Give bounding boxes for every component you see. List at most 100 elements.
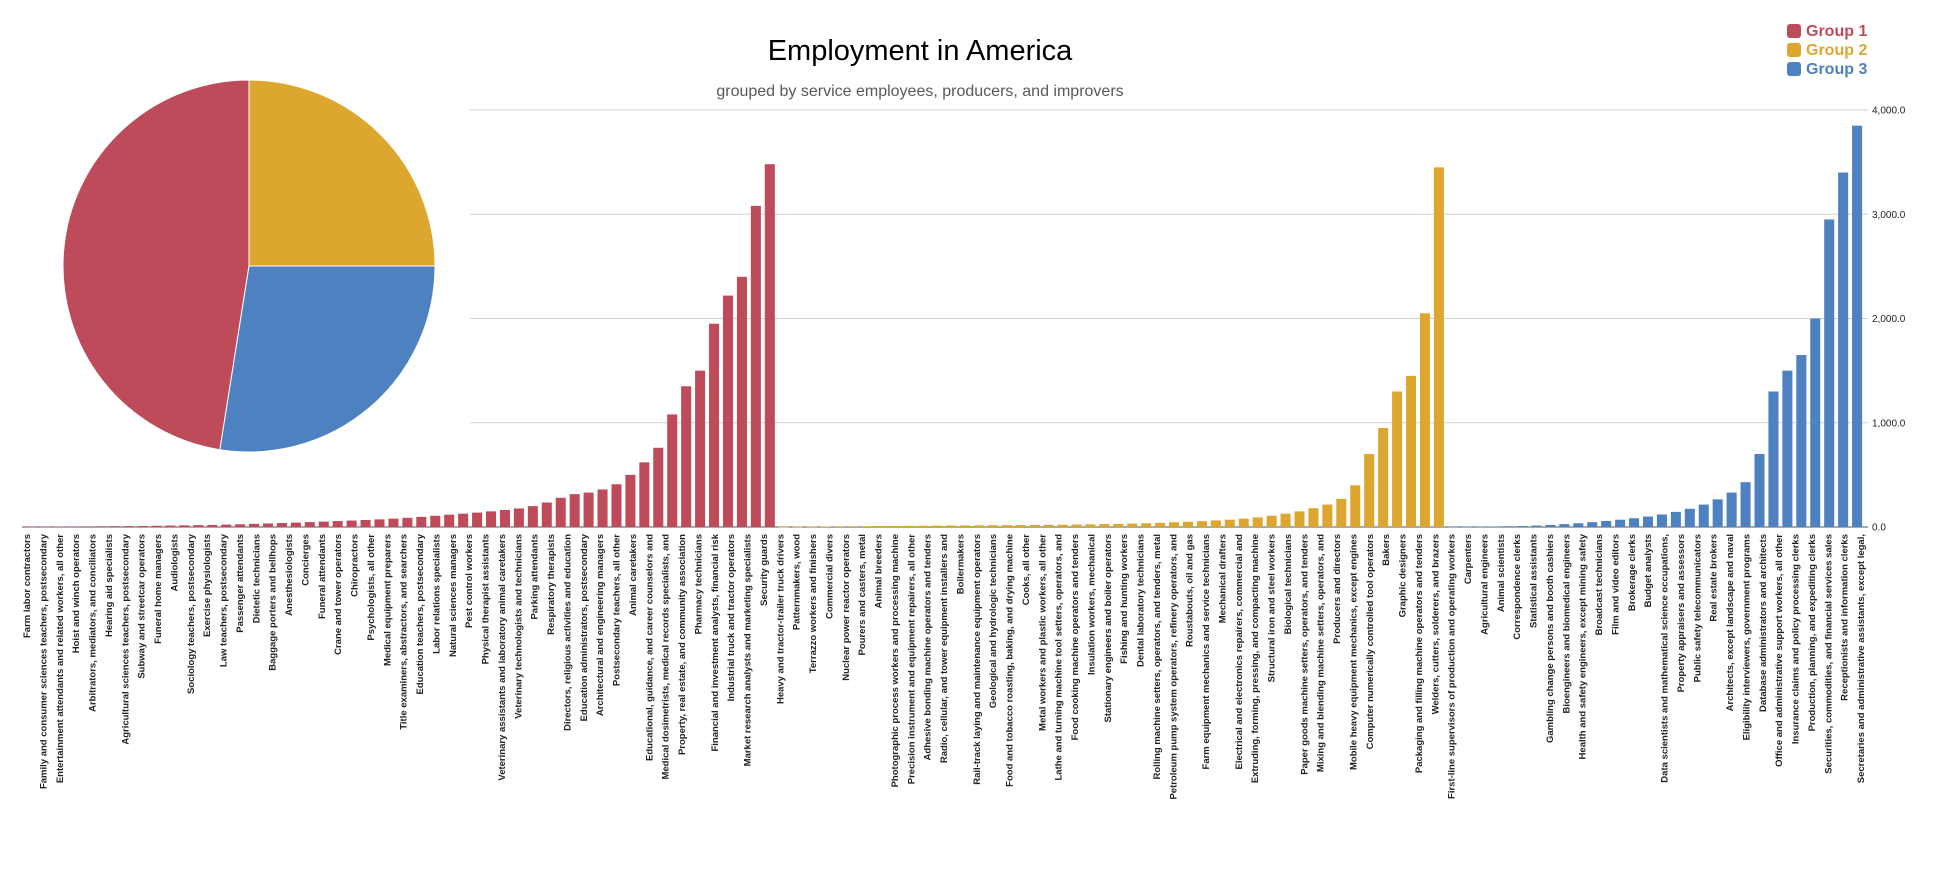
bar — [486, 511, 497, 527]
bar — [1057, 524, 1068, 527]
bar — [416, 516, 427, 527]
legend[interactable]: Group 1 Group 2 Group 3 — [1787, 23, 1867, 78]
bar — [764, 164, 775, 527]
bar — [583, 492, 594, 527]
x-tick-label: Secretaries and administrative assistant… — [1856, 534, 1867, 783]
bar — [1322, 504, 1333, 527]
bar — [820, 526, 831, 528]
x-tick-label: Securities, commodities, and financial s… — [1823, 534, 1834, 774]
bar — [1099, 524, 1110, 527]
x-tick-label: Receptionists and information clerks — [1840, 534, 1851, 701]
x-tick-label: Statistical assistants — [1529, 534, 1540, 628]
legend-label[interactable]: Group 2 — [1806, 42, 1867, 59]
bar — [95, 526, 106, 527]
bar — [1001, 525, 1012, 527]
bar — [1043, 524, 1054, 527]
x-tick-label: Mixing and blending machine setters, ope… — [1316, 534, 1327, 772]
bar-series — [26, 125, 1863, 528]
bar — [1182, 521, 1194, 527]
x-tick-label: Directors, religious activities and educ… — [562, 534, 573, 731]
bar — [527, 506, 538, 527]
bar — [1447, 526, 1458, 528]
x-tick-label: Market research analysts and marketing s… — [743, 534, 754, 766]
bar — [179, 525, 190, 527]
x-tick-label: Welders, cutters, solderers, and brazers — [1430, 534, 1441, 714]
bar — [1796, 354, 1807, 527]
x-tick-label: Structural iron and steel workers — [1267, 534, 1278, 682]
bar — [207, 524, 218, 527]
bar — [1615, 519, 1626, 527]
x-tick-label: Industrial truck and tractor operators — [726, 534, 737, 701]
bar — [848, 526, 859, 527]
pie-slice — [219, 265, 436, 453]
bar — [834, 526, 845, 527]
bar — [1392, 391, 1403, 527]
bar — [388, 518, 399, 527]
x-tick-label: Subway and streetcar operators — [137, 534, 148, 679]
y-tick-label: 3,000.0 — [1872, 210, 1906, 221]
bar — [1740, 482, 1751, 527]
bar — [1810, 318, 1821, 527]
x-tick-label: Pourers and casters, metal — [857, 534, 868, 655]
bar — [1629, 518, 1640, 527]
x-tick-label: Production, planning, and expediting cle… — [1807, 534, 1818, 731]
bar — [499, 510, 510, 527]
x-tick-label: Education administrators, postsecondary — [579, 533, 590, 721]
legend-swatch — [1787, 24, 1801, 38]
x-tick-label: Commercial divers — [824, 534, 835, 619]
bar — [1726, 492, 1737, 527]
bar — [681, 386, 692, 527]
x-tick-label: Agricultural sciences teachers, postseco… — [120, 533, 131, 744]
x-tick-label: Geological and hydrologic technicians — [988, 534, 999, 708]
bar — [53, 526, 64, 528]
x-tick-label: Film and video editors — [1610, 534, 1621, 635]
x-tick-label: Patternmakers, wood — [792, 534, 803, 630]
x-tick-label: Nuclear power reactor operators — [841, 534, 852, 681]
x-tick-label: Arbitrators, mediators, and conciliators — [88, 534, 99, 712]
bar — [249, 523, 260, 527]
legend-label[interactable]: Group 1 — [1806, 23, 1867, 40]
bar — [109, 526, 120, 527]
bar — [904, 525, 915, 527]
x-tick-label: Farm equipment mechanics and service tec… — [1201, 534, 1212, 769]
bar — [778, 526, 789, 528]
bar — [276, 523, 287, 527]
legend-label[interactable]: Group 3 — [1806, 61, 1867, 78]
bar — [959, 525, 970, 527]
x-tick-label: Packaging and filling machine operators … — [1414, 534, 1425, 773]
bar — [1712, 499, 1723, 527]
bar — [290, 522, 301, 527]
x-tick-label: Lathe and turning machine tool setters, … — [1054, 534, 1065, 781]
bar — [709, 323, 720, 527]
bar — [1169, 522, 1180, 527]
x-tick-label: Biological technicians — [1283, 534, 1294, 634]
legend-swatch — [1787, 43, 1801, 57]
x-tick-label: Pharmacy technicians — [693, 534, 704, 634]
bar — [806, 526, 817, 528]
x-tick-label: Pest control workers — [464, 534, 475, 628]
bar — [332, 521, 343, 527]
bar — [1364, 454, 1375, 527]
x-tick-label: Crane and tower operators — [333, 534, 344, 655]
x-tick-label: Farm labor contractors — [22, 534, 33, 638]
bar — [318, 521, 329, 527]
bar — [1308, 508, 1319, 527]
x-tick-label: Animal breeders — [874, 534, 885, 608]
bar — [81, 526, 92, 527]
bar — [597, 489, 608, 527]
bar — [1587, 522, 1598, 527]
bar — [430, 515, 441, 527]
x-tick-label: Adhesive bonding machine operators and t… — [923, 534, 934, 760]
x-tick-label: Education teachers, postsecondary — [415, 533, 426, 694]
x-tick-label: Petroleum pump system operators, refiner… — [1168, 534, 1179, 800]
x-tick-label: Funeral attendants — [317, 534, 328, 619]
x-tick-label: Graphic designers — [1398, 534, 1409, 617]
bar — [667, 414, 678, 527]
bar — [1489, 526, 1500, 528]
bar — [1838, 172, 1849, 528]
x-tick-label: Eligibility interviewers, government pro… — [1741, 534, 1752, 740]
x-tick-label: Postsecondary teachers, all other — [612, 534, 623, 686]
x-axis-labels: Farm labor contractors Family and consume… — [22, 533, 1867, 799]
bar — [67, 526, 78, 528]
